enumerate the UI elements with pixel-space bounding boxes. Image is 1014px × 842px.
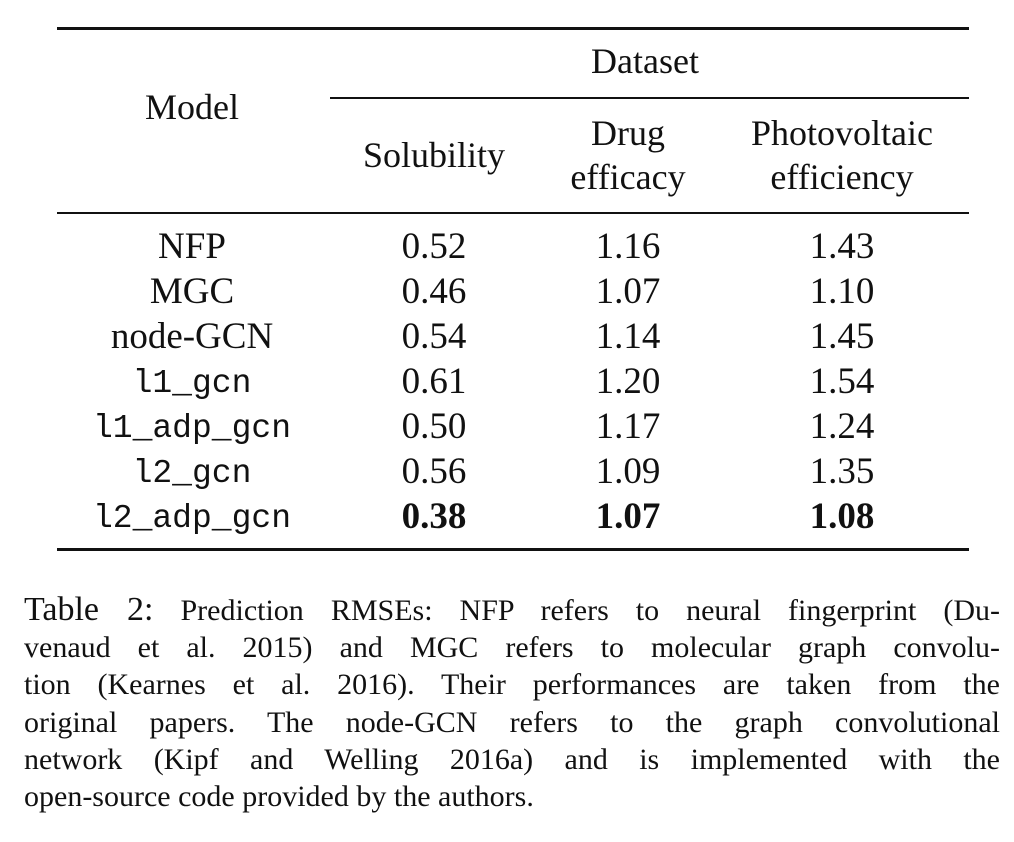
table-cell-photovoltaic-efficiency: 1.24 bbox=[809, 406, 875, 447]
table-cell-photovoltaic-efficiency: 1.35 bbox=[809, 451, 875, 492]
table-row-model: l1_gcn bbox=[132, 365, 252, 402]
caption-line: network (Kipf and Welling 2016a) and is … bbox=[24, 742, 1000, 776]
table-cell-drug-efficacy: 1.07 bbox=[595, 496, 661, 537]
photovoltaic-efficiency-header-line1: Photovoltaic bbox=[751, 113, 933, 153]
table-cell-photovoltaic-efficiency: 1.54 bbox=[809, 361, 875, 402]
table-cell-solubility: 0.54 bbox=[401, 316, 467, 357]
bottom-rule bbox=[57, 548, 969, 551]
solubility-header: Solubility bbox=[362, 135, 506, 175]
table-cell-drug-efficacy: 1.14 bbox=[595, 316, 661, 357]
table-cell-drug-efficacy: 1.20 bbox=[595, 361, 661, 402]
table-cell-photovoltaic-efficiency: 1.08 bbox=[809, 496, 875, 537]
table-caption: Table 2: Prediction RMSEs: NFP refers to… bbox=[24, 591, 1000, 815]
dataset-group-rule bbox=[330, 97, 969, 99]
table-cell-solubility: 0.61 bbox=[401, 361, 467, 402]
table-cell-photovoltaic-efficiency: 1.43 bbox=[809, 226, 875, 267]
top-rule bbox=[57, 27, 969, 30]
table-cell-solubility: 0.46 bbox=[401, 271, 467, 312]
model-header: Model bbox=[145, 87, 239, 127]
table-cell-drug-efficacy: 1.09 bbox=[595, 451, 661, 492]
photovoltaic-efficiency-header-line2: efficiency bbox=[770, 157, 914, 197]
dataset-header: Dataset bbox=[591, 41, 699, 81]
table-cell-solubility: 0.56 bbox=[401, 451, 467, 492]
table-cell-drug-efficacy: 1.16 bbox=[595, 226, 661, 267]
table-cell-photovoltaic-efficiency: 1.45 bbox=[809, 316, 875, 357]
photovoltaic-efficiency-header: Photovoltaic efficiency bbox=[742, 111, 942, 199]
drug-efficacy-header-line2: efficacy bbox=[570, 157, 686, 197]
caption-line: Table 2: Prediction RMSEs: NFP refers to… bbox=[24, 591, 1000, 629]
table-row-model: l2_gcn bbox=[132, 455, 252, 492]
drug-efficacy-header: Drug efficacy bbox=[528, 111, 728, 199]
caption-line: venaud et al. 2015) and MGC refers to mo… bbox=[24, 631, 1000, 665]
table-row-model: MGC bbox=[149, 271, 235, 312]
table-cell-drug-efficacy: 1.17 bbox=[595, 406, 661, 447]
table-cell-solubility: 0.38 bbox=[401, 496, 467, 537]
caption-line: original papers. The node-GCN refers to … bbox=[24, 705, 1000, 739]
table-row-model: node-GCN bbox=[110, 316, 274, 357]
table-cell-solubility: 0.50 bbox=[401, 406, 467, 447]
caption-line: open-source code provided by the authors… bbox=[24, 780, 534, 814]
table-cell-solubility: 0.52 bbox=[401, 226, 467, 267]
table-row-model: NFP bbox=[158, 226, 226, 267]
caption-label: Table 2: bbox=[24, 591, 154, 628]
caption-text: Prediction RMSEs: NFP refers to neural f… bbox=[180, 594, 1001, 627]
drug-efficacy-header-line1: Drug bbox=[591, 113, 665, 153]
table-cell-drug-efficacy: 1.07 bbox=[595, 271, 661, 312]
table-row-model: l1_adp_gcn bbox=[92, 410, 292, 447]
table-cell-photovoltaic-efficiency: 1.10 bbox=[809, 271, 875, 312]
caption-line: tion (Kearnes et al. 2016). Their perfor… bbox=[24, 668, 1000, 702]
header-rule bbox=[57, 212, 969, 214]
table-row-model: l2_adp_gcn bbox=[92, 500, 292, 537]
